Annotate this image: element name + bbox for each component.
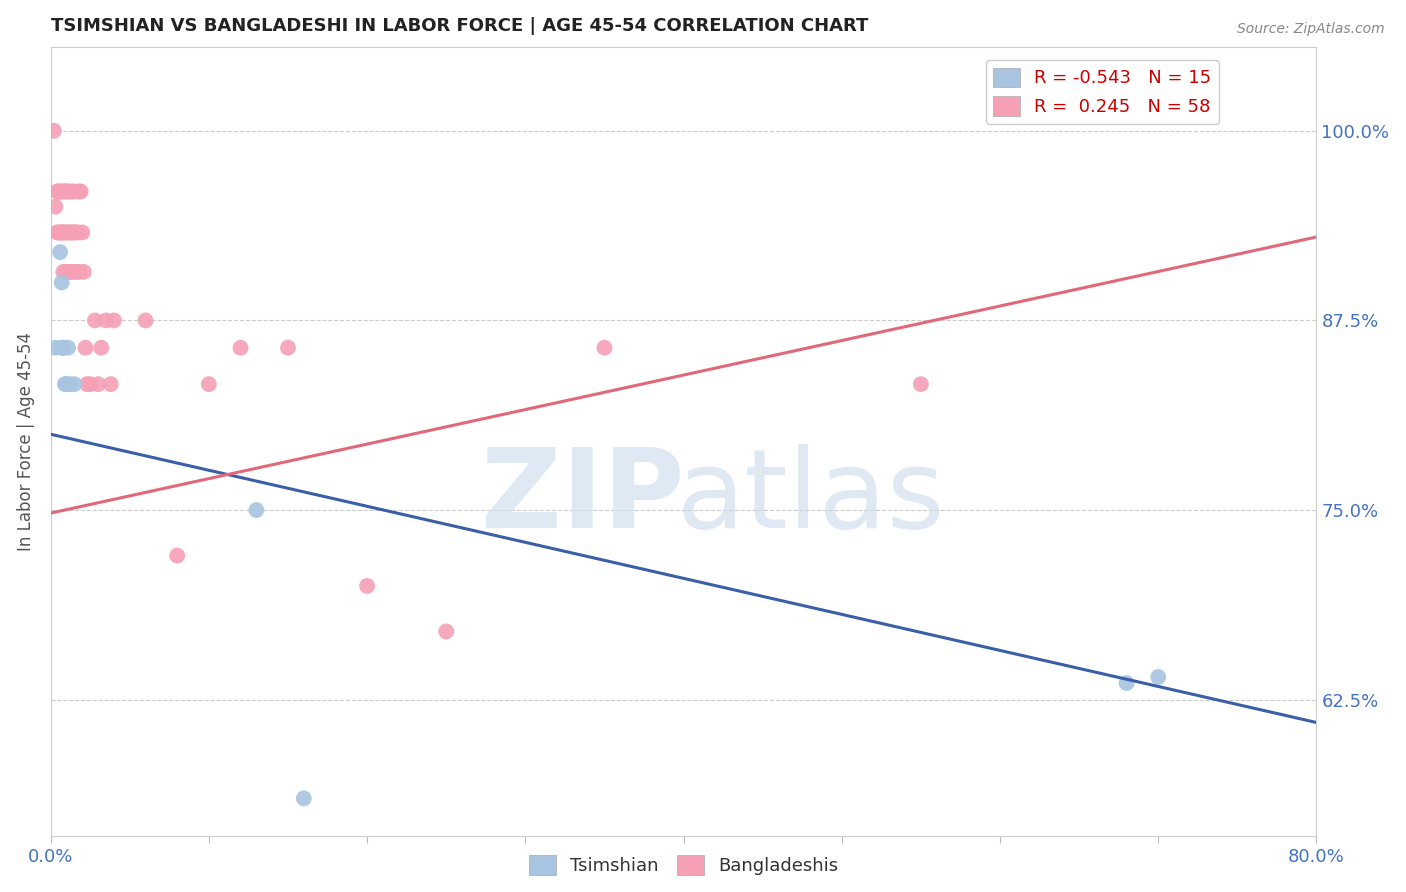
Point: [59, 265, 82, 279]
Point: [87, 377, 110, 392]
Point: [60, 265, 83, 279]
Point: [67, 265, 90, 279]
Point: [1147, 670, 1170, 684]
Point: [63, 265, 86, 279]
Point: [1115, 676, 1137, 690]
Point: [49, 226, 72, 240]
Point: [53, 185, 76, 199]
Point: [56, 226, 79, 240]
Point: [46, 226, 69, 240]
Point: [434, 624, 457, 639]
Point: [49, 245, 72, 260]
Point: [135, 313, 157, 327]
Point: [51, 226, 73, 240]
Point: [73, 265, 96, 279]
Point: [51, 226, 73, 240]
Point: [52, 226, 75, 240]
Point: [63, 226, 86, 240]
Point: [44, 341, 66, 355]
Point: [48, 226, 70, 240]
Y-axis label: In Labor Force | Age 45-54: In Labor Force | Age 45-54: [17, 333, 35, 551]
Point: [198, 377, 221, 392]
Point: [52, 185, 75, 199]
Point: [166, 549, 188, 563]
Point: [910, 377, 932, 392]
Point: [53, 226, 76, 240]
Point: [59, 226, 82, 240]
Point: [59, 185, 82, 199]
Point: [51, 185, 73, 199]
Point: [49, 185, 72, 199]
Point: [76, 377, 98, 392]
Point: [69, 185, 91, 199]
Point: [59, 377, 82, 392]
Point: [51, 276, 73, 290]
Point: [56, 185, 79, 199]
Point: [103, 313, 125, 327]
Point: [245, 503, 267, 517]
Point: [48, 185, 70, 199]
Point: [75, 341, 97, 355]
Point: [52, 341, 75, 355]
Point: [63, 185, 86, 199]
Point: [62, 185, 84, 199]
Point: [292, 791, 315, 805]
Point: [65, 226, 87, 240]
Point: [55, 265, 77, 279]
Point: [100, 377, 122, 392]
Point: [277, 341, 299, 355]
Point: [65, 265, 87, 279]
Point: [52, 265, 75, 279]
Legend: Tsimshian, Bangladeshis: Tsimshian, Bangladeshis: [522, 848, 845, 882]
Text: atlas: atlas: [676, 443, 945, 550]
Point: [79, 377, 101, 392]
Point: [53, 377, 76, 392]
Text: ZIP: ZIP: [481, 443, 683, 550]
Point: [94, 313, 117, 327]
Point: [66, 226, 89, 240]
Point: [62, 226, 84, 240]
Point: [46, 185, 69, 199]
Point: [55, 185, 77, 199]
Point: [44, 200, 66, 214]
Point: [52, 341, 75, 355]
Point: [229, 341, 252, 355]
Point: [51, 341, 73, 355]
Point: [55, 185, 77, 199]
Point: [42, 124, 65, 138]
Point: [67, 185, 90, 199]
Point: [55, 377, 77, 392]
Point: [84, 313, 107, 327]
Point: [63, 377, 86, 392]
Point: [56, 341, 79, 355]
Point: [55, 226, 77, 240]
Point: [60, 226, 83, 240]
Point: [356, 579, 378, 593]
Text: Source: ZipAtlas.com: Source: ZipAtlas.com: [1237, 22, 1385, 37]
Point: [72, 226, 94, 240]
Text: TSIMSHIAN VS BANGLADESHI IN LABOR FORCE | AGE 45-54 CORRELATION CHART: TSIMSHIAN VS BANGLADESHI IN LABOR FORCE …: [51, 17, 868, 35]
Point: [593, 341, 616, 355]
Point: [90, 341, 112, 355]
